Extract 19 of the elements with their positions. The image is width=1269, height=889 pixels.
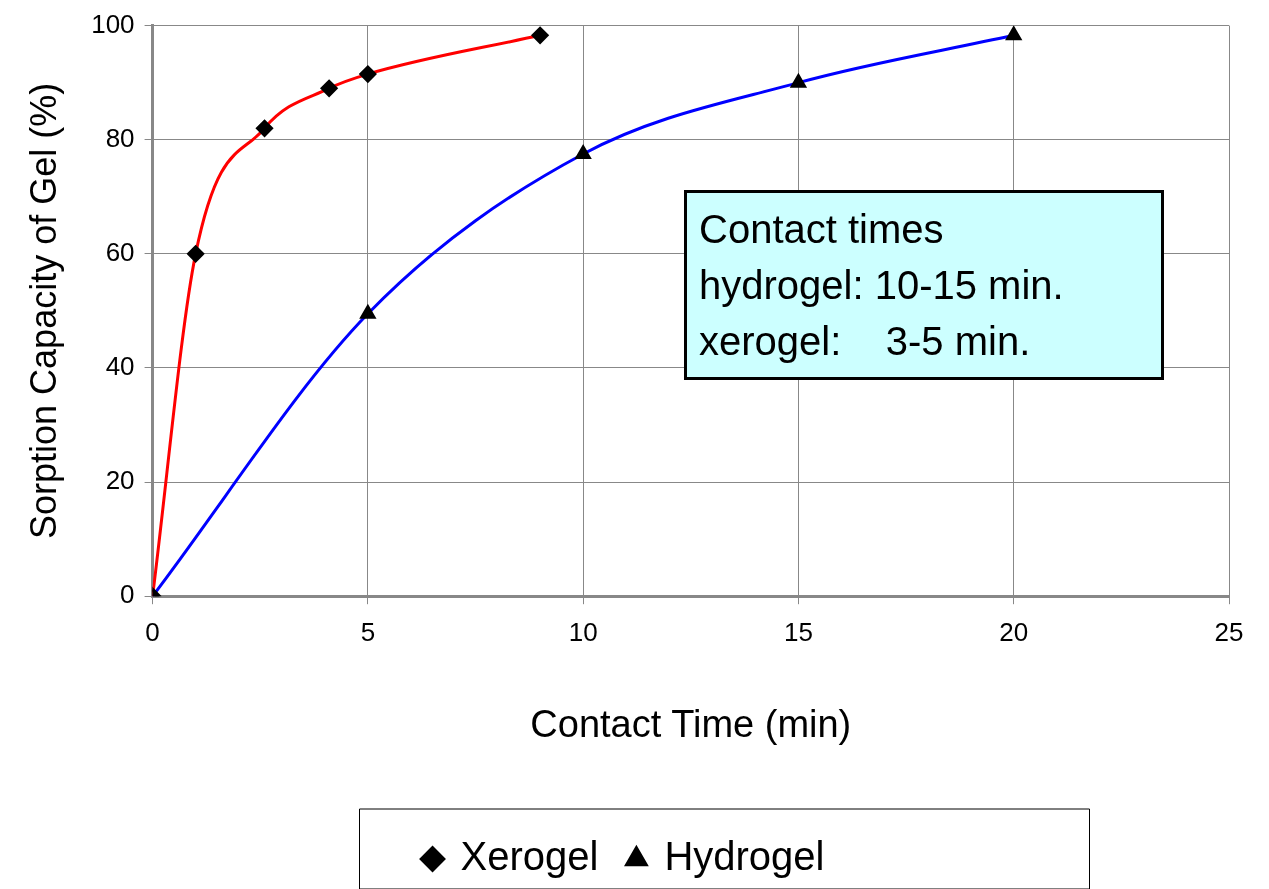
y-tick-label: 20 [105,465,135,496]
x-axis-title: Contact Time (min) [530,702,852,745]
x-tick-label: 5 [360,616,376,647]
y-tick-label: 80 [105,122,135,153]
x-tick-label: 15 [783,616,813,647]
y-tick-label: 0 [120,579,135,610]
annotation: hydrogel: 10-15 min. [699,262,1065,309]
annotation: xerogel: 3-5 min. [699,318,1032,365]
x-tick-label: 10 [568,616,598,647]
legend-label: Hydrogel [664,834,825,879]
y-axis-title: Sorption Capacity of Gel (%) [22,82,64,539]
annotation: Contact times [699,206,945,253]
y-tick-label: 100 [91,8,135,39]
legend-label: Xerogel [460,834,599,879]
y-tick-label: 40 [105,351,135,382]
x-tick-label: 20 [999,616,1029,647]
x-tick-label: 25 [1214,616,1244,647]
y-tick-label: 60 [105,237,135,268]
x-tick-label: 0 [145,616,160,647]
